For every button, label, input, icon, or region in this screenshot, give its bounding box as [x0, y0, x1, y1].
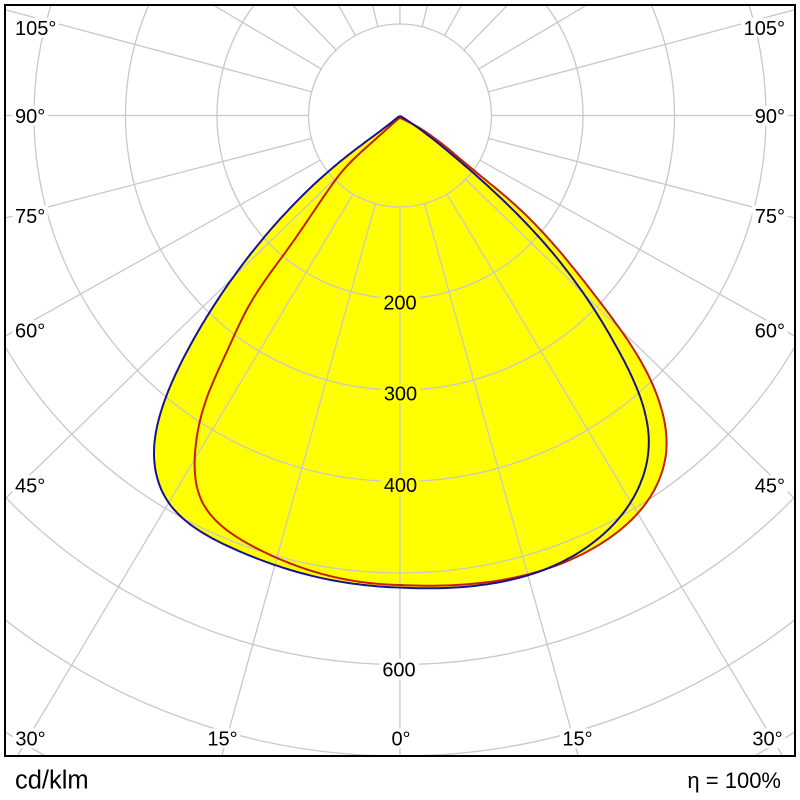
svg-text:90°: 90°: [15, 106, 45, 128]
svg-text:30°: 30°: [752, 729, 782, 751]
svg-text:300: 300: [384, 384, 417, 406]
svg-text:75°: 75°: [15, 206, 45, 228]
svg-text:15°: 15°: [562, 729, 592, 751]
svg-text:η = 100%: η = 100%: [687, 768, 781, 793]
svg-text:105°: 105°: [15, 18, 56, 40]
svg-text:45°: 45°: [755, 476, 785, 498]
svg-text:90°: 90°: [755, 106, 785, 128]
svg-text:0°: 0°: [391, 729, 410, 751]
svg-text:60°: 60°: [15, 321, 45, 343]
svg-text:45°: 45°: [15, 476, 45, 498]
svg-text:105°: 105°: [744, 18, 785, 40]
svg-text:15°: 15°: [207, 729, 237, 751]
svg-text:400: 400: [384, 475, 417, 497]
svg-text:30°: 30°: [15, 729, 45, 751]
svg-text:60°: 60°: [755, 321, 785, 343]
svg-text:600: 600: [382, 660, 415, 682]
svg-text:cd/klm: cd/klm: [15, 767, 89, 795]
svg-text:200: 200: [383, 292, 416, 314]
svg-text:75°: 75°: [755, 206, 785, 228]
